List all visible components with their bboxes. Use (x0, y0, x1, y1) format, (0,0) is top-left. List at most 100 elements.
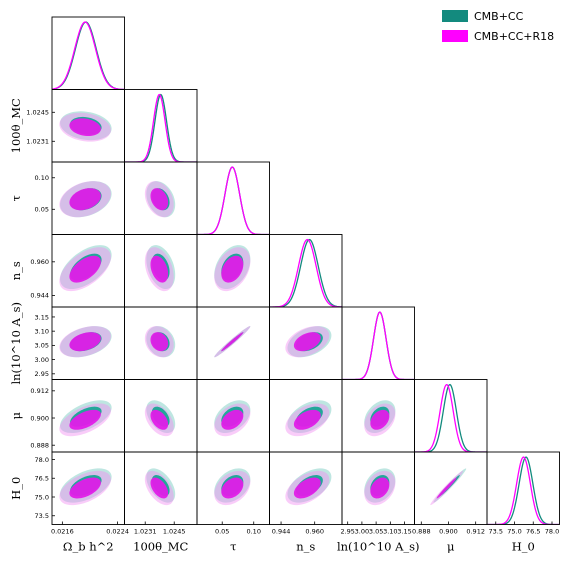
marginal-curve-0-3 (269, 238, 342, 307)
x-tick-label-3-0: 0.944 (272, 528, 291, 536)
panel-5-2 (214, 400, 251, 437)
x-tick-label-4-1: 3.00 (355, 528, 369, 536)
marginal-curve-0-1 (124, 93, 197, 162)
contour-1-1-4-0 (69, 332, 101, 352)
y-tick-label-6-2: 76.5 (35, 475, 49, 483)
panel-6-5 (430, 468, 467, 506)
contour-1-1-5-3 (293, 409, 321, 430)
contour-1-1-1-0 (69, 118, 101, 137)
contour-1-1-6-3 (293, 477, 321, 499)
contour-1-1-2-0 (69, 188, 101, 211)
x-tick-label-5-1: 0.900 (439, 528, 458, 536)
x-tick-label-4-4: 3.15 (397, 528, 411, 536)
panel-4-1 (144, 326, 176, 358)
corner-panels: 0.0216 0.0224 1.0231 1.0245 0.05 0.10 0.944 0.9… (26, 16, 560, 536)
y-tick-label-3-0: 0.944 (30, 292, 49, 300)
panel-frame-6-6 (486, 451, 560, 525)
x-tick-label-4-2: 3.05 (369, 528, 383, 536)
marginal-curve-1-6 (487, 456, 560, 525)
x-tick-label-1-1: 1.0245 (163, 528, 186, 536)
contour-1-1-3-2 (221, 255, 244, 283)
x-axis-label-2: τ (230, 540, 236, 554)
panel-4-3 (285, 326, 332, 358)
x-tick-label-6-0: 73.5 (489, 528, 503, 536)
contour-1-1-4-3 (293, 332, 321, 352)
y-axis-label-1: 100θ_MC (9, 98, 23, 153)
contour-1-1-5-0 (69, 409, 101, 430)
x-tick-label-4-3: 3.10 (383, 528, 397, 536)
panel-2-0 (59, 181, 112, 218)
contour-1-1-6-0 (69, 477, 101, 499)
contour-1-1-6-5 (436, 477, 457, 499)
y-tick-label-5-0: 0.888 (30, 442, 49, 450)
panel-5-5 (414, 383, 487, 452)
panel-5-1 (144, 400, 176, 437)
y-axis-label-4: ln(10^10 A_s) (9, 302, 23, 385)
x-tick-label-5-2: 0.912 (466, 528, 485, 536)
legend-swatch-0 (442, 10, 468, 22)
contour-1-1-6-2 (221, 477, 244, 499)
panel-frame-5-5 (414, 379, 488, 453)
panel-5-3 (285, 400, 332, 437)
panel-frame-4-4 (341, 306, 415, 380)
panel-1-1 (124, 93, 197, 162)
panel-5-4 (364, 400, 396, 437)
panel-frame-2-2 (196, 161, 270, 235)
panel-1-0 (59, 111, 112, 142)
marginal-curve-1-3 (269, 238, 342, 307)
panel-6-4 (364, 468, 396, 506)
x-tick-label-1-0: 1.0231 (134, 528, 157, 536)
contour-1-1-4-2 (221, 332, 244, 352)
x-tick-label-3-1: 0.960 (305, 528, 324, 536)
panel-6-1 (144, 468, 176, 506)
panel-frame-0-0 (51, 16, 125, 90)
x-tick-label-5-0: 0.888 (412, 528, 431, 536)
y-tick-label-6-1: 75.0 (35, 493, 49, 501)
x-tick-label-6-2: 76.5 (526, 528, 540, 536)
y-axis-label-6: H_0 (9, 477, 23, 500)
x-axis-label-5: μ (447, 540, 455, 554)
y-axis-label-3: n_s (9, 261, 23, 280)
panel-6-0 (59, 468, 112, 506)
marginal-curve-0-2 (197, 166, 270, 235)
panel-3-2 (214, 245, 251, 292)
panel-5-0 (59, 400, 112, 437)
x-axis-label-1: 100θ_MC (133, 540, 188, 554)
x-tick-label-6-3: 78.0 (545, 528, 559, 536)
y-tick-label-1-0: 1.0231 (26, 138, 49, 146)
x-tick-label-4-0: 2.95 (340, 528, 354, 536)
marginal-curve-1-5 (414, 383, 487, 452)
panel-4-2 (214, 326, 251, 358)
panel-6-2 (214, 468, 251, 506)
x-tick-label-0-0: 0.0216 (51, 528, 74, 536)
legend-label-0: CMB+CC (474, 10, 524, 23)
y-tick-label-4-4: 3.15 (35, 313, 49, 321)
y-tick-label-2-0: 0.05 (35, 206, 49, 214)
y-tick-label-6-3: 78.0 (35, 456, 49, 464)
y-tick-label-1-1: 1.0245 (26, 109, 49, 117)
panel-frame-1-1 (124, 89, 198, 163)
panel-6-3 (285, 468, 332, 506)
panel-frame-6-5 (414, 451, 488, 525)
panel-4-4 (342, 311, 415, 380)
legend: CMB+CC CMB+CC+R18 (442, 10, 554, 43)
marginal-curve-1-2 (197, 166, 270, 235)
x-tick-label-0-1: 0.0224 (106, 528, 129, 536)
y-tick-label-4-1: 3.00 (35, 356, 49, 364)
marginal-curve-1-0 (52, 21, 125, 90)
x-tick-label-2-1: 0.10 (246, 528, 260, 536)
panel-2-1 (144, 181, 176, 218)
x-axis-label-4: ln(10^10 A_s) (337, 540, 420, 554)
contour-1-1-3-1 (150, 255, 169, 283)
panel-3-1 (144, 245, 176, 292)
y-tick-label-6-0: 73.5 (35, 512, 49, 520)
contour-1-1-5-2 (221, 409, 244, 430)
y-tick-label-2-1: 0.10 (35, 174, 49, 182)
y-tick-label-4-0: 2.95 (35, 370, 49, 378)
x-axis-label-3: n_s (296, 540, 315, 554)
y-tick-label-4-3: 3.10 (35, 327, 49, 335)
contour-1-1-5-4 (370, 409, 390, 430)
y-tick-label-5-1: 0.900 (30, 414, 49, 422)
x-axis-label-6: H_0 (512, 540, 535, 554)
